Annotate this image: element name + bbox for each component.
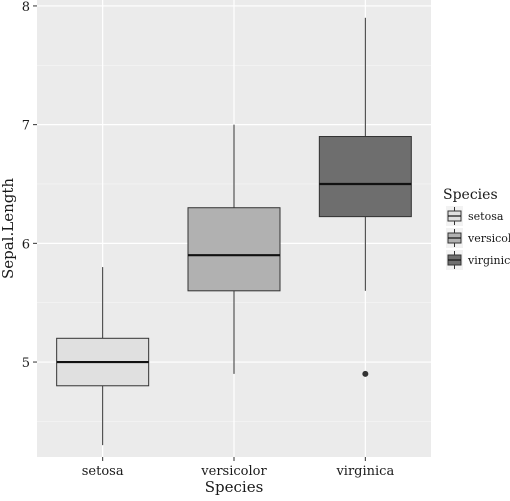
box-iqr [318, 136, 412, 218]
x-tick-label: setosa [82, 464, 124, 479]
x-tick-label: versicolor [200, 464, 267, 479]
legend-label: virginica [467, 254, 510, 267]
legend-title: Species [443, 187, 498, 203]
box-marks [56, 17, 412, 446]
box-setosa [56, 267, 150, 446]
legend: Species setosa versicolor virginica [443, 187, 510, 270]
y-tick-label: 7 [22, 119, 30, 134]
x-tick-label: virginica [335, 464, 394, 479]
legend-label: setosa [468, 210, 504, 223]
legend-label: versicolor [467, 232, 510, 245]
legend-key-virginica: virginica [446, 250, 510, 270]
y-tick-label: 6 [22, 237, 30, 252]
legend-key-setosa: setosa [446, 206, 504, 226]
box-virginica [318, 17, 412, 377]
legend-key-versicolor: versicolor [446, 228, 510, 248]
y-axis-title: Sepal.Length [0, 178, 17, 279]
x-axis-title: Species [205, 478, 264, 496]
axes: 5 6 7 8 setosa versicolor virginica [22, 0, 395, 479]
box-iqr [187, 207, 281, 292]
box-versicolor [187, 124, 281, 374]
y-tick-label: 5 [22, 356, 30, 371]
y-tick-label: 8 [22, 0, 30, 15]
outlier-point [362, 370, 369, 377]
